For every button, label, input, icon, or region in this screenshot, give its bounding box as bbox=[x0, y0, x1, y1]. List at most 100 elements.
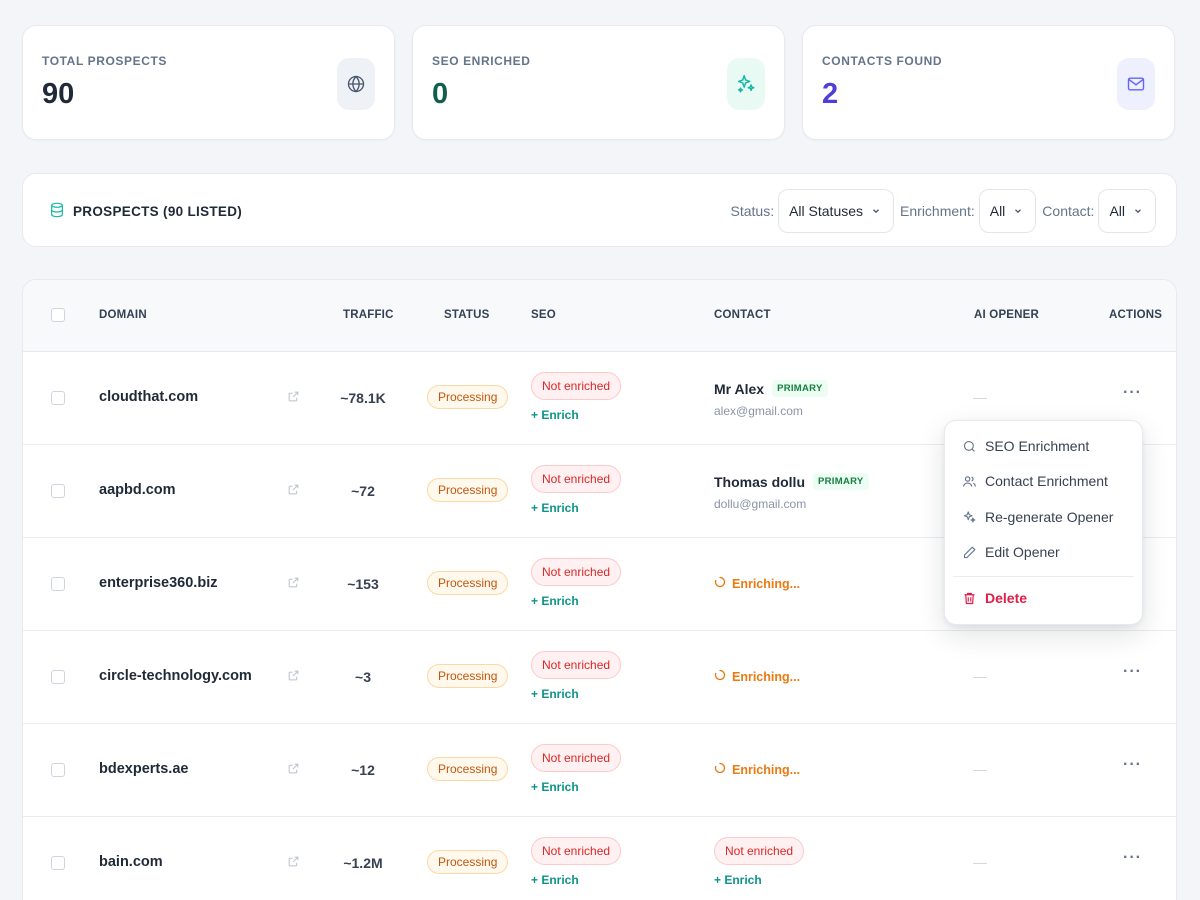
row-actions-button[interactable]: ··· bbox=[1123, 756, 1142, 773]
column-header-traffic[interactable]: TRAFFIC bbox=[343, 309, 394, 321]
enrichment-filter-select[interactable]: All bbox=[978, 189, 1037, 233]
contact-enriching-status: Enriching... bbox=[714, 762, 800, 777]
domain-name: bain.com bbox=[99, 854, 163, 870]
menu-item-label: Re-generate Opener bbox=[985, 509, 1114, 525]
stat-card-total-prospects: TOTAL PROSPECTS 90 bbox=[22, 25, 395, 140]
seo-status-badge: Not enriched bbox=[531, 744, 622, 772]
status-badge: Processing bbox=[427, 850, 509, 874]
external-link-icon[interactable] bbox=[287, 390, 300, 408]
traffic-value: ~3 bbox=[355, 669, 371, 685]
row-actions-button[interactable]: ··· bbox=[1123, 849, 1142, 866]
spinner-icon bbox=[714, 669, 726, 684]
ai-opener-value: — bbox=[973, 761, 987, 777]
pencil-icon bbox=[963, 546, 976, 558]
seo-enrich-link[interactable]: + Enrich bbox=[531, 873, 579, 887]
menu-item-edit-opener[interactable]: Edit Opener bbox=[962, 544, 1060, 560]
status-badge: Processing bbox=[427, 385, 509, 409]
spinner-icon bbox=[714, 576, 726, 591]
row-actions-menu: SEO Enrichment Contact Enrichment Re-gen… bbox=[944, 420, 1143, 625]
ai-opener-value: — bbox=[973, 389, 987, 405]
column-header-domain[interactable]: DOMAIN bbox=[99, 309, 147, 321]
row-checkbox[interactable] bbox=[51, 391, 65, 405]
globe-icon bbox=[337, 58, 375, 110]
table-row: bain.com ~1.2M Processing Not enriched + Enr… bbox=[23, 817, 1176, 900]
column-header-actions: ACTIONS bbox=[1109, 309, 1163, 321]
contact-enrich-link[interactable]: + Enrich bbox=[714, 873, 762, 887]
contact-filter-value: All bbox=[1109, 203, 1125, 219]
chevron-down-icon bbox=[1015, 209, 1022, 214]
traffic-value: ~72 bbox=[351, 483, 375, 499]
domain-name: aapbd.com bbox=[99, 482, 176, 498]
menu-item-seo-enrichment[interactable]: SEO Enrichment bbox=[962, 438, 1089, 454]
table-row: circle-technology.com ~3 Processing Not enr… bbox=[23, 631, 1176, 724]
ai-opener-value: — bbox=[973, 854, 987, 870]
seo-status-badge: Not enriched bbox=[531, 837, 622, 865]
status-filter-value: All Statuses bbox=[789, 203, 864, 219]
contact-enriching-status: Enriching... bbox=[714, 669, 800, 684]
row-actions-button[interactable]: ··· bbox=[1123, 663, 1142, 680]
external-link-icon[interactable] bbox=[287, 669, 300, 687]
status-badge: Processing bbox=[427, 571, 509, 595]
contact-enriching-status: Enriching... bbox=[714, 576, 800, 591]
external-link-icon[interactable] bbox=[287, 576, 300, 594]
stat-card-contacts-found: CONTACTS FOUND 2 bbox=[802, 25, 1175, 140]
status-badge: Processing bbox=[427, 478, 509, 502]
status-filter-select[interactable]: All Statuses bbox=[778, 189, 895, 233]
domain-name: cloudthat.com bbox=[99, 389, 199, 405]
ai-opener-value: — bbox=[973, 668, 987, 684]
traffic-value: ~78.1K bbox=[340, 390, 386, 406]
toolbar-title-text: PROSPECTS (90 LISTED) bbox=[73, 204, 243, 219]
contact-filter-select[interactable]: All bbox=[1098, 189, 1156, 233]
prospects-toolbar: PROSPECTS (90 LISTED) Status: All Status… bbox=[22, 173, 1177, 247]
domain-name: circle-technology.com bbox=[99, 668, 252, 684]
sparkles-icon bbox=[727, 58, 765, 110]
stat-label: CONTACTS FOUND bbox=[822, 54, 943, 68]
contact-name-wrap: Mr Alex PRIMARY bbox=[714, 380, 828, 397]
primary-badge: PRIMARY bbox=[813, 473, 869, 490]
column-header-ai-opener[interactable]: AI OPENER bbox=[974, 309, 1040, 321]
chevron-down-icon bbox=[1135, 209, 1141, 214]
seo-enrich-link[interactable]: + Enrich bbox=[531, 780, 579, 794]
seo-enrich-link[interactable]: + Enrich bbox=[531, 687, 579, 701]
stat-value: 2 bbox=[822, 78, 839, 110]
external-link-icon[interactable] bbox=[287, 855, 300, 873]
row-checkbox[interactable] bbox=[51, 670, 65, 684]
menu-item-regenerate-opener[interactable]: Re-generate Opener bbox=[962, 509, 1113, 525]
column-header-contact[interactable]: CONTACT bbox=[714, 309, 771, 321]
status-badge: Processing bbox=[427, 664, 509, 688]
traffic-value: ~12 bbox=[351, 762, 375, 778]
seo-enrich-link[interactable]: + Enrich bbox=[531, 501, 579, 515]
column-header-seo[interactable]: SEO bbox=[531, 309, 556, 321]
external-link-icon[interactable] bbox=[287, 762, 300, 780]
row-checkbox[interactable] bbox=[51, 484, 65, 498]
enriching-text: Enriching... bbox=[732, 669, 801, 684]
status-badge: Processing bbox=[427, 757, 509, 781]
enriching-text: Enriching... bbox=[732, 576, 801, 591]
users-icon bbox=[963, 475, 976, 487]
stat-value: 90 bbox=[42, 78, 75, 110]
trash-icon bbox=[964, 592, 975, 604]
row-checkbox[interactable] bbox=[51, 856, 65, 870]
select-all-checkbox[interactable] bbox=[51, 308, 65, 322]
menu-item-label: Contact Enrichment bbox=[985, 473, 1108, 489]
row-checkbox[interactable] bbox=[51, 763, 65, 777]
menu-divider bbox=[953, 576, 1134, 577]
spinner-icon bbox=[714, 762, 726, 777]
seo-enrich-link[interactable]: + Enrich bbox=[531, 408, 579, 422]
seo-status-badge: Not enriched bbox=[531, 651, 622, 679]
traffic-value: ~153 bbox=[347, 576, 379, 592]
contact-email: dollu@gmail.com bbox=[714, 497, 807, 511]
chevron-down-icon bbox=[873, 209, 879, 214]
row-checkbox[interactable] bbox=[51, 577, 65, 591]
table-header: DOMAIN TRAFFIC STATUS SEO CONTACT AI OPE… bbox=[23, 280, 1176, 352]
contact-email: alex@gmail.com bbox=[714, 404, 803, 418]
menu-item-contact-enrichment[interactable]: Contact Enrichment bbox=[962, 473, 1108, 489]
menu-item-delete[interactable]: Delete bbox=[962, 590, 1027, 606]
column-header-status[interactable]: STATUS bbox=[444, 309, 490, 321]
domain-name: enterprise360.biz bbox=[99, 575, 218, 591]
stat-value: 0 bbox=[432, 78, 449, 110]
external-link-icon[interactable] bbox=[287, 483, 300, 501]
row-actions-button[interactable]: ··· bbox=[1123, 384, 1142, 401]
contact-filter-label: Contact: bbox=[1042, 203, 1095, 219]
seo-enrich-link[interactable]: + Enrich bbox=[531, 594, 579, 608]
